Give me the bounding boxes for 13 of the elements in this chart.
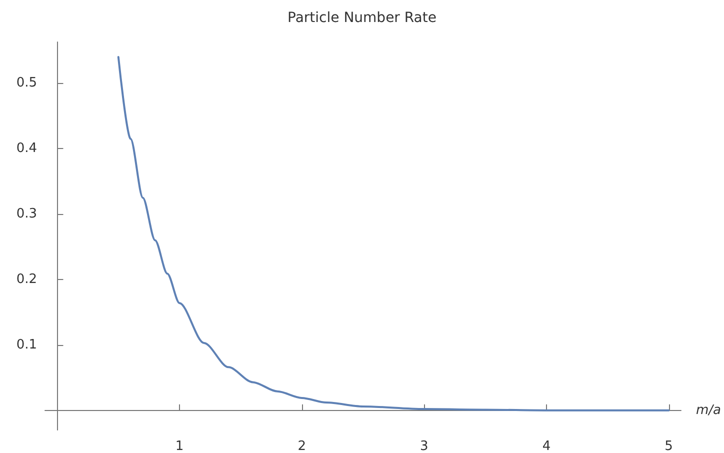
y-tick-label: 0.3 [16,206,37,222]
x-tick-label: 4 [542,439,551,453]
x-tick-label: 1 [175,439,184,453]
y-tick-label: 0.4 [16,141,37,156]
chart-title: Particle Number Rate [288,10,436,26]
x-tick-label: 3 [420,439,428,453]
line-series [117,56,670,412]
y-tick-label: 0.5 [16,76,37,91]
x-tick-label: 5 [664,439,673,453]
y-tick-label: 0.2 [16,272,37,288]
x-tick-label: 2 [298,439,306,453]
y-tick-label: 0.1 [16,337,37,352]
x-axis-title: m/a [696,402,722,418]
